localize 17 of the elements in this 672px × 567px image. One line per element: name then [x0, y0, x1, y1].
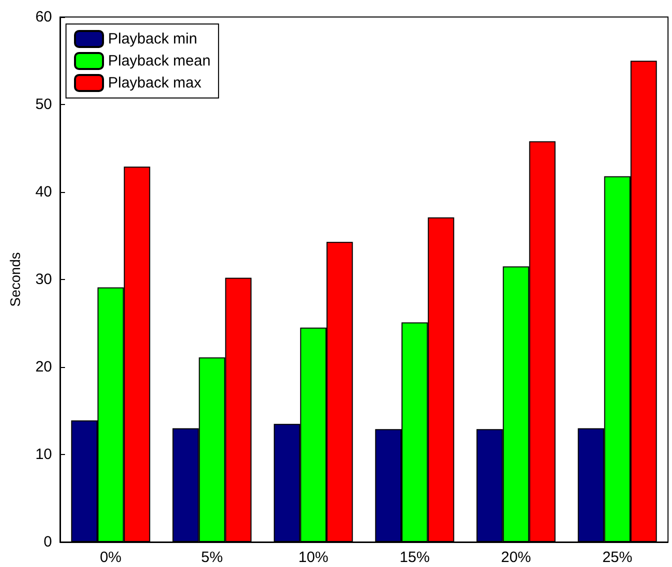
- x-tick-label: 5%: [201, 549, 223, 566]
- y-tick-label: 50: [35, 96, 52, 113]
- y-tick-label: 60: [35, 8, 52, 26]
- y-tick-label: 20: [35, 358, 52, 376]
- x-tick-label: 0%: [100, 549, 122, 566]
- x-tick-label: 15%: [400, 549, 430, 566]
- legend-label: Playback mean: [108, 52, 211, 70]
- y-axis-title: Seconds: [7, 252, 23, 307]
- x-tick-label: 10%: [298, 549, 328, 566]
- y-tick-label: 30: [35, 271, 52, 288]
- x-tick-label: 25%: [602, 549, 632, 566]
- y-tick-label: 40: [35, 184, 52, 200]
- x-tick-label: 20%: [500, 549, 532, 566]
- legend-label: Playback max: [108, 74, 202, 92]
- y-tick-label: 10: [35, 446, 52, 463]
- y-tick-label: 0: [44, 534, 52, 550]
- legend-label: Playback min: [108, 30, 198, 48]
